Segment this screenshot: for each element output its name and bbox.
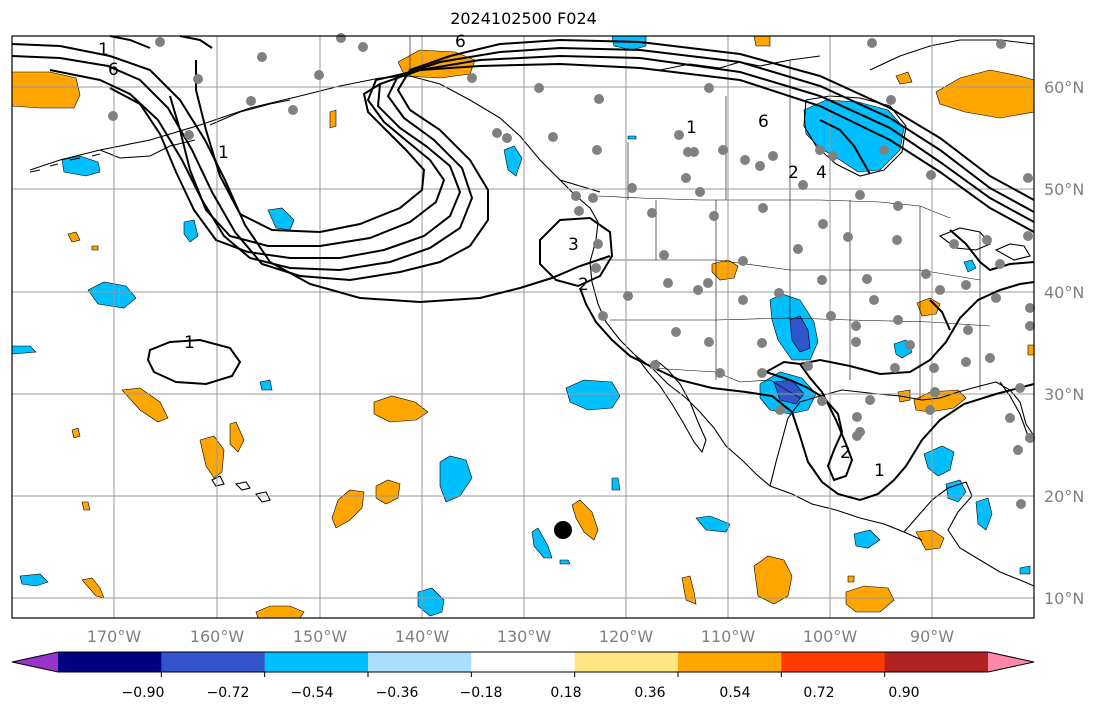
colorbar	[11, 651, 1035, 677]
latitude-labels: 60°N 50°N 40°N 30°N 20°N 10°N	[1044, 78, 1084, 608]
contour-label: 2	[788, 163, 799, 183]
contour-label: 4	[816, 163, 827, 183]
colorbar-tick-label: 0.90	[888, 685, 919, 701]
contour-lines	[11, 35, 1035, 502]
colorbar-extension-high	[988, 652, 1034, 672]
contour-label: 1	[184, 333, 195, 353]
colorbar-tick-label: −0.54	[291, 685, 334, 701]
colorbar-segment	[781, 652, 886, 672]
contour-label: 1	[218, 143, 229, 163]
lat-tick-label: 20°N	[1044, 487, 1084, 506]
colorbar-segment	[471, 652, 576, 672]
lon-tick-label: 120°W	[599, 627, 654, 646]
colorbar-extension-low	[12, 652, 58, 672]
lon-tick-label: 160°W	[190, 627, 245, 646]
colorbar-tick-label: −0.18	[460, 685, 503, 701]
contour-label: 1	[98, 40, 109, 60]
contour-label: 6	[108, 60, 119, 80]
station-markers	[108, 33, 1035, 509]
colorbar-tick-labels: −0.90 −0.72 −0.54 −0.36 −0.18 0.18 0.36 …	[122, 685, 920, 701]
contour-label: 6	[455, 32, 466, 52]
graticule	[12, 36, 1034, 618]
colorbar-segment	[264, 652, 369, 672]
contour-label: 3	[568, 235, 579, 255]
colorbar-tick-label: 0.72	[803, 685, 834, 701]
lon-tick-label: 150°W	[293, 627, 348, 646]
colorbar-tick-label: −0.36	[376, 685, 419, 701]
lat-tick-label: 50°N	[1044, 180, 1084, 199]
storm-center-marker	[554, 521, 572, 539]
colorbar-tick-label: 0.54	[719, 685, 750, 701]
lon-tick-label: 130°W	[497, 627, 552, 646]
map-frame	[11, 35, 1035, 619]
lat-tick-label: 40°N	[1044, 283, 1084, 302]
longitude-labels: 170°W 160°W 150°W 140°W 130°W 120°W 110°…	[87, 627, 954, 646]
contour-label: 2	[578, 275, 589, 295]
colorbar-tick-label: −0.90	[122, 685, 165, 701]
lon-tick-label: 110°W	[701, 627, 756, 646]
map-title: 2024102500 F024	[450, 9, 597, 28]
contour-label: 1	[686, 118, 697, 138]
colorbar-segment	[574, 652, 679, 672]
colorbar-tick-label: −0.72	[207, 685, 250, 701]
positive-anomaly-areas	[11, 35, 1035, 619]
colorbar-segment	[678, 652, 782, 672]
lon-tick-label: 170°W	[87, 627, 142, 646]
contour-label: 2	[840, 443, 851, 463]
colorbar-tick-label: 0.36	[634, 685, 665, 701]
lat-tick-label: 30°N	[1044, 385, 1084, 404]
colorbar-segment	[884, 652, 989, 672]
colorbar-segment	[368, 652, 472, 672]
contour-label: 6	[758, 112, 769, 132]
lat-tick-label: 10°N	[1044, 589, 1084, 608]
colorbar-segment	[58, 652, 162, 672]
contour-label: 1	[874, 461, 885, 481]
strong-negative-anomaly-areas	[773, 315, 811, 405]
colorbar-outline	[11, 651, 1035, 673]
colorbar-segment	[161, 652, 266, 672]
lon-tick-label: 140°W	[395, 627, 450, 646]
colorbar-tick-label: 0.18	[550, 685, 581, 701]
lon-tick-label: 100°W	[803, 627, 858, 646]
contour-label-group: 6 1 6 2 4 3 2 1 2 1 6 1 1	[98, 32, 885, 481]
lat-tick-label: 60°N	[1044, 78, 1084, 97]
lon-tick-label: 90°W	[910, 627, 954, 646]
